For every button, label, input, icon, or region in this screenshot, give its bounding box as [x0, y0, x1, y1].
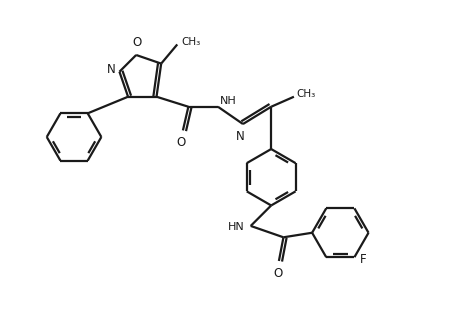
Text: N: N	[236, 130, 245, 144]
Text: N: N	[107, 63, 116, 76]
Text: O: O	[133, 36, 142, 49]
Text: HN: HN	[228, 222, 244, 232]
Text: O: O	[273, 267, 282, 280]
Text: CH₃: CH₃	[296, 89, 316, 99]
Text: F: F	[360, 253, 366, 266]
Text: NH: NH	[220, 96, 237, 106]
Text: CH₃: CH₃	[181, 37, 200, 47]
Text: O: O	[176, 136, 186, 149]
